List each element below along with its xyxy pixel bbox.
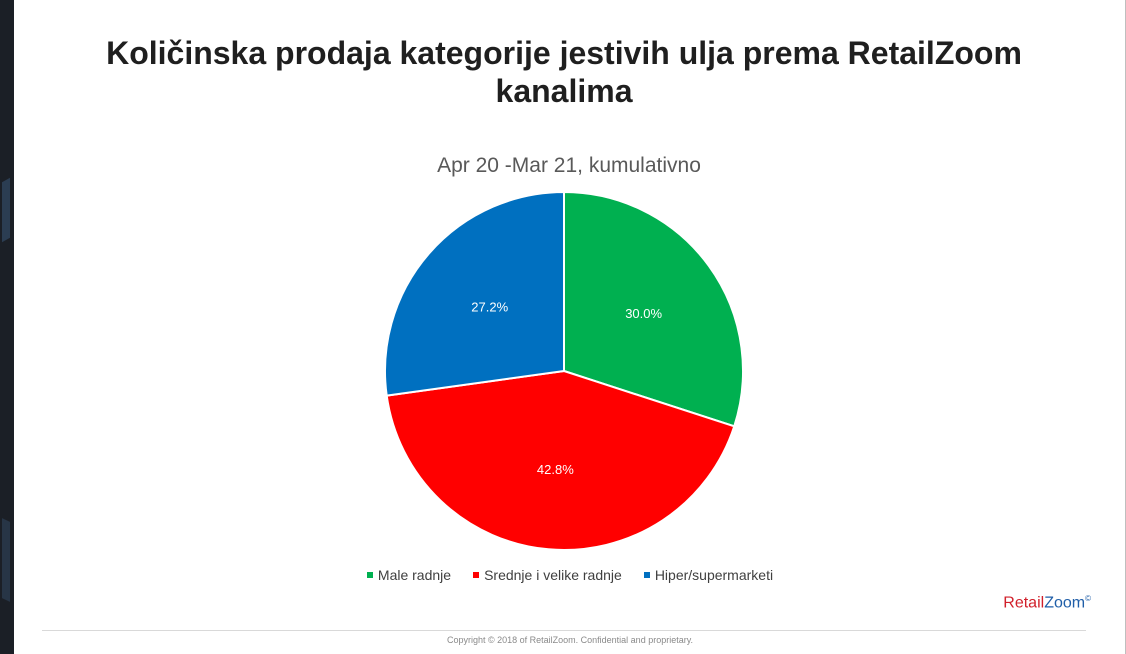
chart-subtitle: Apr 20 -Mar 21, kumulativno: [437, 154, 701, 177]
pie-slice-2: [384, 190, 565, 397]
pie-chart: 30.0% 42.8% 27.2%: [384, 190, 744, 551]
strip-accent: [2, 518, 10, 602]
copyright-text: Copyright © 2018 of RetailZoom. Confiden…: [446, 635, 694, 645]
legend-swatch: [643, 572, 650, 578]
strip-accent: [2, 177, 10, 243]
pie-slice-1: [385, 369, 736, 551]
pie-slice-0: [563, 190, 744, 428]
left-decorative-strip: [0, 0, 14, 654]
legend-label: Srednje i velike radnje: [484, 567, 622, 583]
slide: Količinska prodaja kategorije jestivih u…: [14, 0, 1126, 654]
legend-label: Male radnje: [377, 567, 452, 583]
slice-data-label: 27.2%: [471, 299, 508, 314]
retailzoom-logo: RetailZoom©: [1003, 594, 1091, 612]
legend-swatch: [473, 572, 480, 578]
slide-title: Količinska prodaja kategorije jestivih u…: [106, 35, 1022, 109]
legend-item-male-radnje: Male radnje: [366, 567, 452, 583]
footer-divider: [42, 630, 1086, 631]
legend-swatch: [366, 572, 373, 578]
chart-legend: Male radnje Srednje i velike radnje Hipe…: [14, 567, 1126, 583]
slice-data-label: 30.0%: [625, 306, 662, 321]
legend-label: Hiper/supermarketi: [654, 567, 774, 583]
slice-data-label: 42.8%: [537, 462, 574, 477]
legend-item-hiper-supermarketi: Hiper/supermarketi: [643, 567, 774, 583]
legend-item-srednje-velike-radnje: Srednje i velike radnje: [473, 567, 622, 583]
